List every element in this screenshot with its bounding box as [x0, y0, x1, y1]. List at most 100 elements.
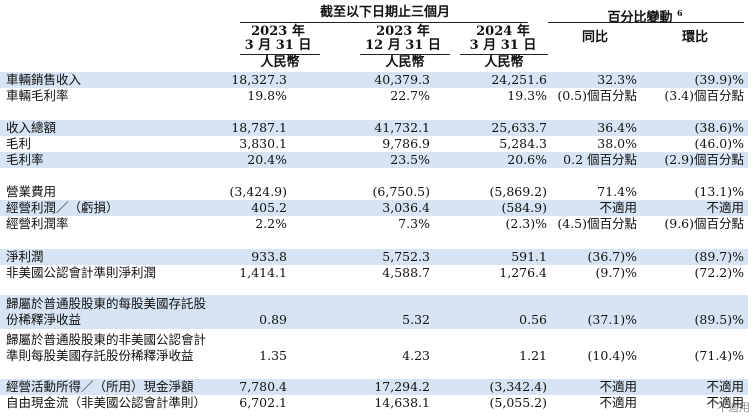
col2-currency: 人民幣 — [385, 55, 425, 70]
table-row: 自由現金流（非美國公認會計準則） 6,702.1 14,638.1 (5,055… — [0, 395, 752, 411]
cell-q1-2024: 19.3% — [507, 88, 547, 103]
row-label: 經營利潤／（虧損） — [6, 200, 119, 215]
cell-q1-2023: 20.4% — [247, 152, 287, 167]
cell-yoy: 0.2 個百分點 — [563, 152, 637, 167]
cell-yoy: 32.3% — [597, 72, 637, 87]
row-label: 經營活動所得／（所用）現金淨額 — [6, 379, 194, 394]
cell-q4-2023: 40,379.3 — [374, 72, 430, 87]
cell-q4-2023: 3,036.4 — [382, 200, 430, 215]
cell-qoq: 不適用 — [706, 379, 744, 394]
col2-date: 12 月 31 日 — [365, 38, 441, 53]
cell-yoy: (37.1)% — [587, 312, 637, 327]
cell-q4-2023: 17,294.2 — [374, 379, 430, 394]
cell-q1-2023: 6,702.1 — [239, 395, 287, 410]
cell-q1-2024: 1.21 — [519, 348, 547, 363]
cell-q4-2023: 4,588.7 — [382, 265, 430, 280]
cell-q4-2023: 14,638.1 — [374, 395, 430, 410]
row-label: 歸屬於普通股股東的非美國公認會計 準則每股美國存託股份稀釋淨收益 — [6, 332, 206, 364]
row-label: 毛利率 — [6, 152, 44, 167]
qoq-header: 環比 — [681, 30, 708, 45]
table-row: 非美國公認會計準則淨利潤 1,414.1 4,588.7 1,276.4 (9.… — [0, 265, 752, 281]
cell-qoq: (2.9)個百分點 — [664, 152, 744, 167]
col2-year: 2023 年 — [376, 24, 430, 39]
cell-qoq: (72.2)% — [694, 265, 744, 280]
cell-q4-2023: (6,750.5) — [372, 184, 430, 199]
cell-q1-2023: 933.8 — [251, 249, 287, 264]
cell-q1-2024: 25,633.7 — [491, 120, 547, 135]
row-label: 營業費用 — [6, 184, 57, 199]
cell-q1-2024: 5,284.3 — [499, 136, 547, 151]
row-label: 收入總額 — [6, 120, 57, 135]
cell-q1-2023: 1.35 — [259, 348, 287, 363]
cell-yoy: 不適用 — [599, 200, 637, 215]
col1-currency: 人民幣 — [260, 55, 300, 70]
table-row: 毛利 3,830.1 9,786.9 5,284.3 38.0% (46.0)% — [0, 136, 752, 152]
col1-date: 3 月 31 日 — [244, 38, 312, 53]
table-row: 車輛銷售收入 18,327.3 40,379.3 24,251.6 32.3% … — [0, 72, 752, 88]
cell-yoy: (0.5)個百分點 — [557, 88, 637, 103]
period-underline — [240, 22, 528, 23]
cell-qoq: (3.4)個百分點 — [664, 88, 744, 103]
row-label-line2: 份稀釋淨收益 — [6, 312, 82, 327]
col3-year: 2024 年 — [476, 24, 530, 39]
row-label: 經營利潤率 — [6, 216, 69, 231]
row-label: 自由現金流（非美國公認會計準則） — [6, 395, 207, 410]
pct-underline — [548, 22, 744, 23]
cell-q4-2023: 4.23 — [402, 348, 430, 363]
row-label: 車輛銷售收入 — [6, 72, 82, 87]
cell-yoy: (9.7)% — [595, 265, 637, 280]
table-row: 車輛毛利率 19.8% 22.7% 19.3% (0.5)個百分點 (3.4)個… — [0, 88, 752, 104]
cell-q1-2023: 7,780.4 — [239, 379, 287, 394]
cell-q1-2024: 20.6% — [507, 152, 547, 167]
col3-currency: 人民幣 — [484, 55, 524, 70]
cell-q1-2024: (3,342.4) — [489, 379, 547, 394]
col1-year: 2023 年 — [251, 24, 305, 39]
cell-yoy: 36.4% — [597, 120, 637, 135]
row-label-line1: 歸屬於普通股股東的每股美國存託股 — [6, 296, 207, 311]
cell-q4-2023: 41,732.1 — [374, 120, 430, 135]
cell-q1-2023: 19.8% — [247, 88, 287, 103]
cell-yoy: (36.7)% — [587, 249, 637, 264]
cell-qoq: (89.5)% — [694, 312, 744, 327]
cell-q1-2024: 0.56 — [519, 312, 547, 327]
cell-q1-2024: (584.9) — [501, 200, 547, 215]
cell-qoq: (38.6)% — [694, 120, 744, 135]
table-row: 經營利潤／（虧損） 405.2 3,036.4 (584.9) 不適用 不適用 — [0, 200, 752, 216]
table-header: 截至以下日期止三個月 百分比變動 6 2023 年 3 月 31 日 2023 … — [0, 0, 752, 72]
col3-date: 3 月 31 日 — [469, 38, 537, 53]
cell-q1-2024: 591.1 — [511, 249, 547, 264]
pct-title-text: 百分比變動 — [607, 10, 673, 26]
col3-underline — [460, 54, 548, 55]
cell-yoy: (10.4)% — [587, 348, 637, 363]
cell-yoy: 38.0% — [597, 136, 637, 151]
cell-q1-2023: 0.89 — [259, 312, 287, 327]
pct-title: 百分比變動 6 — [560, 6, 730, 25]
cell-qoq: 不適用 — [706, 200, 744, 215]
cell-q4-2023: 5.32 — [402, 312, 430, 327]
table-row: 經營活動所得／（所用）現金淨額 7,780.4 17,294.2 (3,342.… — [0, 379, 752, 395]
table-row: 歸屬於普通股股東的非美國公認會計 準則每股美國存託股份稀釋淨收益 1.35 4.… — [0, 331, 752, 365]
cell-qoq: (39.9)% — [694, 72, 744, 87]
cell-yoy: 不適用 — [599, 395, 637, 410]
row-label: 淨利潤 — [6, 249, 44, 264]
cell-yoy: 不適用 — [599, 379, 637, 394]
cell-q1-2024: 24,251.6 — [491, 72, 547, 87]
table-row: 毛利率 20.4% 23.5% 20.6% 0.2 個百分點 (2.9)個百分點 — [0, 152, 752, 168]
cell-q1-2023: 2.2% — [255, 216, 287, 231]
cell-qoq: 不適用 — [706, 395, 744, 410]
cell-q1-2024: (5,055.2) — [489, 395, 547, 410]
row-label: 非美國公認會計準則淨利潤 — [6, 265, 157, 280]
row-label-line2: 準則每股美國存託股份稀釋淨收益 — [6, 348, 194, 363]
cell-yoy: 71.4% — [597, 184, 637, 199]
cell-qoq: (71.4)% — [694, 348, 744, 363]
col2-underline — [360, 54, 450, 55]
table-row: 淨利潤 933.8 5,752.3 591.1 (36.7)% (89.7)% — [0, 249, 752, 265]
cell-qoq: (89.7)% — [694, 249, 744, 264]
cell-qoq: (9.6)個百分點 — [664, 216, 744, 231]
watermark: 不適用 — [717, 401, 750, 414]
table-row: 歸屬於普通股股東的每股美國存託股 份稀釋淨收益 0.89 5.32 0.56 (… — [0, 295, 752, 329]
pct-footnote: 6 — [676, 8, 683, 18]
cell-qoq: (46.0)% — [694, 136, 744, 151]
cell-q4-2023: 22.7% — [390, 88, 430, 103]
row-label: 歸屬於普通股股東的每股美國存託股 份稀釋淨收益 — [6, 296, 206, 328]
